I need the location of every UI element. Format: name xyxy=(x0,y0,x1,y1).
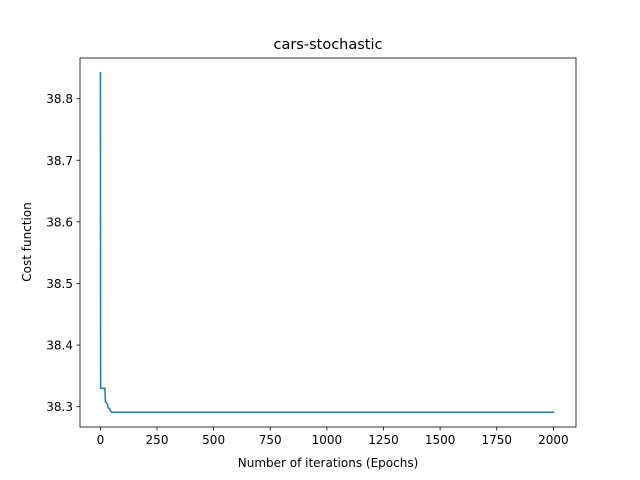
cost-series-line xyxy=(99,72,555,413)
x-tick-label: 1250 xyxy=(368,433,399,447)
y-axis-ticks: 38.3 38.4 38.5 38.6 38.7 38.8 xyxy=(46,92,80,414)
y-tick-label: 38.6 xyxy=(46,215,73,229)
x-tick-label: 250 xyxy=(146,433,169,447)
x-tick-label: 500 xyxy=(202,433,225,447)
plot-frame xyxy=(79,57,577,428)
x-tick-label: 1000 xyxy=(312,433,343,447)
y-tick-label: 38.8 xyxy=(46,92,73,106)
chart-title: cars-stochastic xyxy=(273,37,382,53)
x-axis-ticks: 0 250 500 750 1000 1250 1500 1750 2000 xyxy=(97,427,569,447)
x-tick-label: 1750 xyxy=(481,433,512,447)
y-tick-label: 38.4 xyxy=(46,339,73,353)
y-tick-label: 38.3 xyxy=(46,400,73,414)
y-tick-label: 38.5 xyxy=(46,277,73,291)
x-tick-label: 1500 xyxy=(425,433,456,447)
y-axis-label: Cost function xyxy=(20,202,34,282)
x-tick-label: 750 xyxy=(259,433,282,447)
series-layer xyxy=(99,72,555,413)
plot-area xyxy=(80,58,576,427)
x-tick-label: 0 xyxy=(97,433,105,447)
x-tick-label: 2000 xyxy=(538,433,569,447)
x-axis-label: Number of iterations (Epochs) xyxy=(238,456,419,470)
y-tick-label: 38.7 xyxy=(46,154,73,168)
